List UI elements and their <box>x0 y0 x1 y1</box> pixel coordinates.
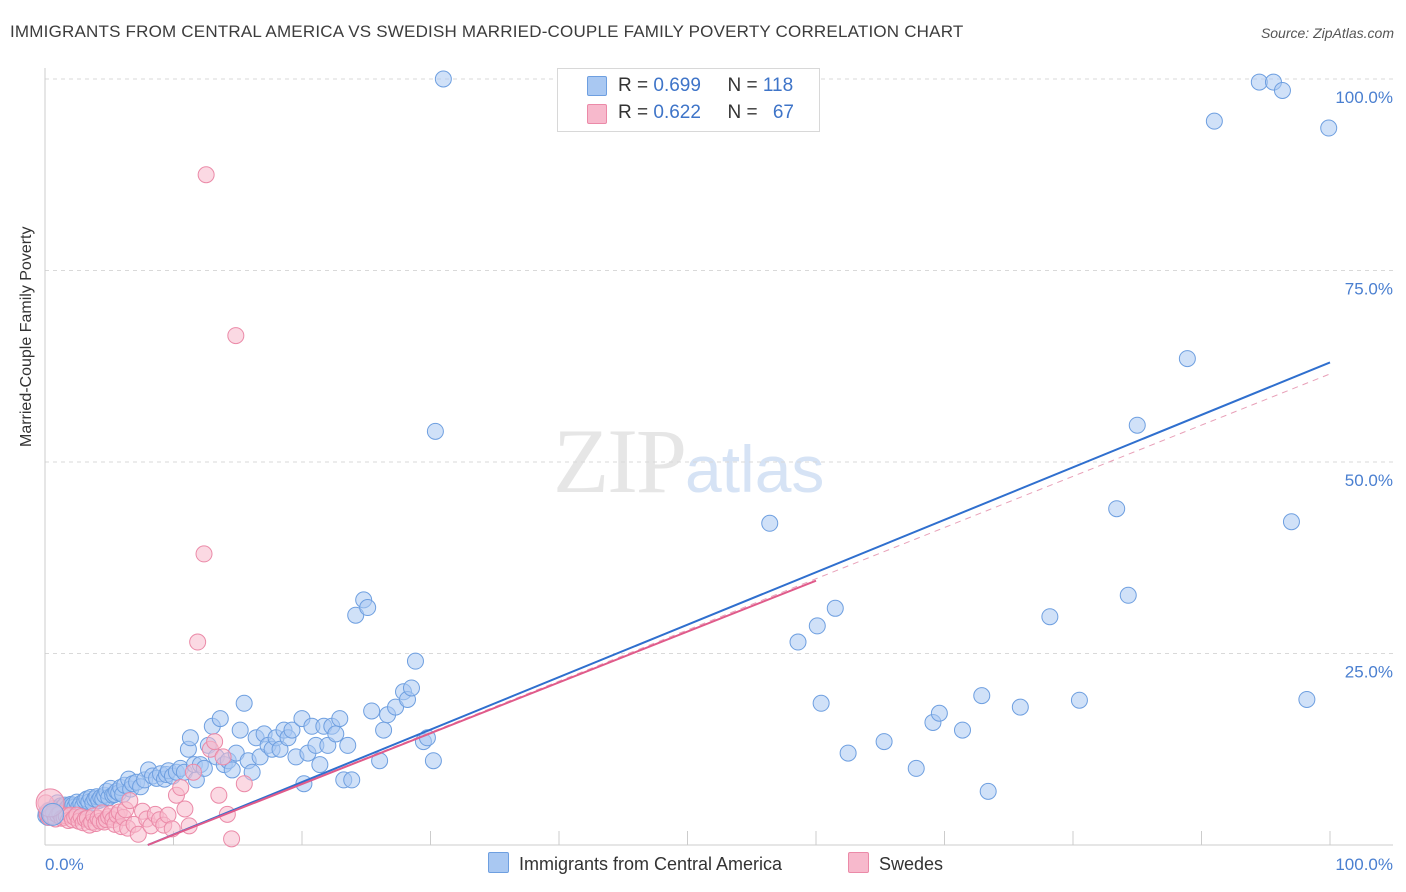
legend-r-label: R = <box>618 75 654 96</box>
blue-point <box>181 729 199 747</box>
blue-point <box>1108 500 1126 518</box>
blue-point <box>953 721 971 739</box>
y-tick-label: 25.0% <box>1345 663 1393 682</box>
x-tick-label: 100.0% <box>1335 855 1393 874</box>
pink-point <box>214 748 232 766</box>
y-tick-label: 100.0% <box>1335 88 1393 107</box>
blue-point <box>812 694 830 712</box>
legend-row-pink: R = 0.622 N = 67 <box>618 102 794 124</box>
series-swatch-pink <box>848 852 869 873</box>
watermark-atlas: atlas <box>685 432 825 506</box>
pink-point <box>129 825 147 843</box>
watermark: ZIPatlas <box>553 408 824 514</box>
blue-point <box>808 617 826 635</box>
blue-point <box>375 721 393 739</box>
pink-point <box>184 763 202 781</box>
pink-trend-line <box>147 579 817 846</box>
blue-point <box>1178 350 1196 368</box>
blue-point <box>223 761 241 779</box>
series-label-pink: Swedes <box>879 854 944 874</box>
legend-r-value: 0.622 <box>653 102 701 123</box>
pink-point <box>189 633 207 651</box>
blue-point <box>1011 698 1029 716</box>
blue-point <box>930 704 948 722</box>
x-tick-label: 0.0% <box>45 855 84 874</box>
pink-point <box>227 327 245 345</box>
blue-point <box>1273 81 1291 99</box>
blue-point <box>231 721 249 739</box>
legend-swatch-blue <box>587 76 607 96</box>
blue-point <box>1119 586 1137 604</box>
blue-point <box>211 710 229 728</box>
pink-point <box>121 792 139 810</box>
legend-swatch-pink <box>587 104 607 124</box>
blue-point <box>839 744 857 762</box>
watermark-zip: ZIP <box>553 410 687 512</box>
legend-r-label: R = <box>618 102 654 123</box>
blue-point <box>343 771 361 789</box>
pink-point <box>210 786 228 804</box>
blue-point <box>1205 112 1223 130</box>
legend-n-label: N = <box>727 75 763 96</box>
y-tick-label: 50.0% <box>1345 471 1393 490</box>
legend-r-value: 0.699 <box>653 75 701 96</box>
y-tick-label: 75.0% <box>1345 280 1393 299</box>
blue-point <box>789 633 807 651</box>
series-swatch-blue <box>488 852 509 873</box>
blue-point <box>426 422 444 440</box>
blue-point <box>907 759 925 777</box>
blue-point <box>1070 691 1088 709</box>
blue-point <box>826 599 844 617</box>
blue-point <box>311 756 329 774</box>
blue-trend-line <box>147 361 1331 846</box>
pink-point <box>172 779 190 797</box>
pink-point <box>235 775 253 793</box>
blue-point <box>283 721 301 739</box>
blue-point <box>979 782 997 800</box>
blue-point <box>331 710 349 728</box>
legend-n-value: 118 <box>762 75 794 96</box>
blue-point <box>359 599 377 617</box>
blue-point <box>41 802 65 826</box>
series-label-blue: Immigrants from Central America <box>519 854 783 874</box>
pink-point <box>223 830 241 848</box>
blue-point <box>1128 416 1146 434</box>
blue-point <box>434 70 452 88</box>
correlation-legend: R = 0.699 N = 118 R = 0.622 N = 67 <box>557 68 820 132</box>
blue-point <box>1041 608 1059 626</box>
blue-point <box>1282 513 1300 531</box>
chart-source: Source: ZipAtlas.com <box>1260 25 1394 41</box>
blue-point <box>387 698 405 716</box>
blue-point <box>402 679 420 697</box>
blue-point <box>875 733 893 751</box>
blue-point <box>1250 73 1268 91</box>
pink-point <box>195 545 213 563</box>
series-legend-blue: Immigrants from Central America <box>488 852 782 875</box>
blue-point <box>406 652 424 670</box>
pink-point <box>206 733 224 751</box>
blue-point <box>339 736 357 754</box>
blue-point <box>1320 119 1338 137</box>
series-legend-pink: Swedes <box>848 852 943 875</box>
pink-point <box>176 800 194 818</box>
chart-title: IMMIGRANTS FROM CENTRAL AMERICA VS SWEDI… <box>10 22 964 41</box>
pink-point <box>197 166 215 184</box>
legend-n-label: N = <box>727 102 763 123</box>
blue-point <box>424 752 442 770</box>
blue-point <box>973 687 991 705</box>
blue-point <box>363 702 381 720</box>
blue-point <box>1298 690 1316 708</box>
blue-point <box>347 606 365 624</box>
legend-n-value: 67 <box>772 102 794 123</box>
blue-point <box>235 694 253 712</box>
blue-point <box>327 725 345 743</box>
legend-row-blue: R = 0.699 N = 118 <box>618 75 793 97</box>
blue-point <box>761 514 779 532</box>
